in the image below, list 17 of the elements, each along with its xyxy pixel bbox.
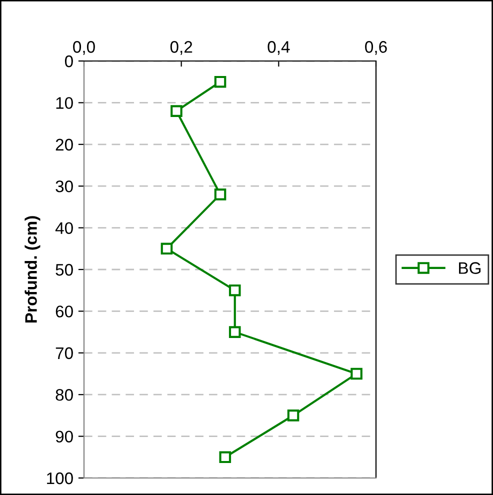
y-tick-label: 100 <box>47 472 73 484</box>
x-tick-label: 0,2 <box>170 41 192 55</box>
y-tick-label: 0 <box>64 55 73 68</box>
x-tick-label: 0,4 <box>268 41 290 55</box>
y-tick-label: 20 <box>56 138 73 151</box>
y-tick-label: 60 <box>56 306 73 318</box>
x-tick-label: 0,6 <box>365 41 387 55</box>
y-tick-label: 10 <box>56 97 73 109</box>
x-tick-label: 0,0 <box>73 41 95 55</box>
y-tick-label: 30 <box>56 180 73 192</box>
legend-label: BG <box>459 262 481 274</box>
y-tick-label: 80 <box>56 389 73 401</box>
y-tick-label: 50 <box>56 264 73 276</box>
y-tick-label: 40 <box>55 222 73 234</box>
y-tick-label: 70 <box>56 347 73 360</box>
y-axis-title: Profund. (cm) <box>24 216 40 323</box>
y-tick-label: 90 <box>56 430 73 443</box>
